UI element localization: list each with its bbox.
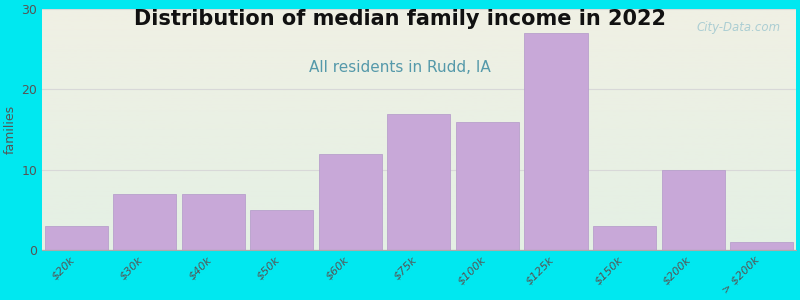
Y-axis label: families: families [4,105,17,154]
Bar [114,194,176,250]
Bar [250,210,314,250]
Bar [182,194,245,250]
Bar [730,242,793,250]
Text: All residents in Rudd, IA: All residents in Rudd, IA [309,60,491,75]
Bar [456,122,519,250]
Bar [593,226,656,250]
Bar [319,154,382,250]
Text: Distribution of median family income in 2022: Distribution of median family income in … [134,9,666,29]
Bar [45,226,108,250]
Text: City-Data.com: City-Data.com [697,21,781,34]
Bar [387,113,450,250]
Bar [662,170,725,250]
Bar [525,33,587,250]
